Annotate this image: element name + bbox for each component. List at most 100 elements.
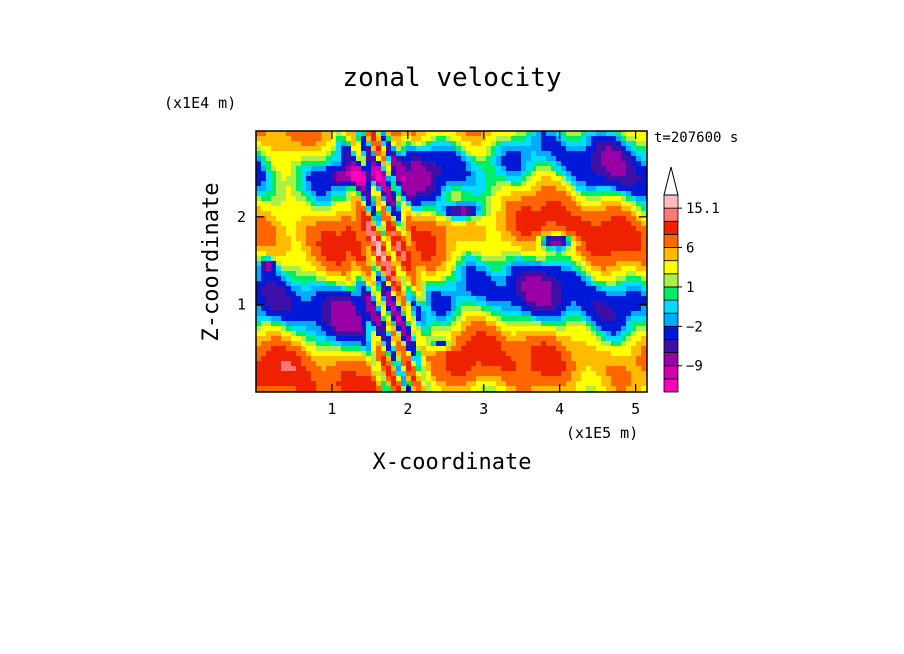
heatmap-cell (596, 151, 602, 157)
heatmap-cell (371, 286, 377, 292)
heatmap-cell (576, 241, 582, 247)
heatmap-cell (361, 316, 367, 322)
heatmap-cell (256, 351, 262, 357)
heatmap-cell (356, 216, 362, 222)
heatmap-cell (296, 386, 302, 392)
heatmap-cell (351, 346, 357, 352)
heatmap-cell (501, 301, 507, 307)
heatmap-cell (496, 311, 502, 317)
heatmap-cell (586, 186, 592, 192)
heatmap-cell (261, 221, 267, 227)
heatmap-cell (326, 136, 332, 142)
heatmap-cell (291, 206, 297, 212)
heatmap-cell (431, 186, 437, 192)
heatmap-cell (341, 251, 347, 257)
heatmap-cell (466, 181, 472, 187)
heatmap-cell (526, 191, 532, 197)
heatmap-cell (446, 221, 452, 227)
heatmap-cell (636, 271, 642, 277)
heatmap-cell (306, 356, 312, 362)
heatmap-cell (561, 161, 567, 167)
heatmap-cell (581, 216, 587, 222)
heatmap-cell (566, 321, 572, 327)
heatmap-cell (396, 256, 402, 262)
heatmap-cell (626, 176, 632, 182)
heatmap-cell (626, 371, 632, 377)
heatmap-cell (341, 366, 347, 372)
x-tick-label: 1 (327, 400, 336, 418)
heatmap-cell (486, 336, 492, 342)
heatmap-cell (546, 346, 552, 352)
heatmap-cell (311, 166, 317, 172)
heatmap-cell (311, 251, 317, 257)
heatmap-cell (336, 376, 342, 382)
heatmap-cell (601, 316, 607, 322)
heatmap-cell (621, 326, 627, 332)
heatmap-cell (321, 171, 327, 177)
heatmap-cell (466, 171, 472, 177)
heatmap-cell (431, 146, 437, 152)
heatmap-cell (531, 331, 537, 337)
heatmap-cell (316, 221, 322, 227)
heatmap-cell (461, 191, 467, 197)
heatmap-cell (546, 381, 552, 387)
heatmap-cell (416, 366, 422, 372)
heatmap-cell (271, 166, 277, 172)
heatmap-cell (436, 246, 442, 252)
heatmap-cell (346, 276, 352, 282)
heatmap-cell (526, 246, 532, 252)
heatmap-cell (401, 231, 407, 237)
heatmap-cell (616, 351, 622, 357)
heatmap-cell (336, 236, 342, 242)
heatmap-cell (381, 371, 387, 377)
heatmap-cell (511, 316, 517, 322)
heatmap-cell (371, 386, 377, 392)
heatmap-cell (381, 311, 387, 317)
heatmap-cell (351, 141, 357, 147)
heatmap-cell (311, 146, 317, 152)
heatmap-cell (356, 366, 362, 372)
heatmap-cell (306, 171, 312, 177)
heatmap-cell (276, 346, 282, 352)
heatmap-cell (306, 376, 312, 382)
heatmap-cell (551, 386, 557, 392)
heatmap-cell (466, 301, 472, 307)
heatmap-cell (491, 176, 497, 182)
heatmap-cell (266, 231, 272, 237)
heatmap-cell (631, 361, 637, 367)
heatmap-cell (471, 381, 477, 387)
heatmap-cell (556, 301, 562, 307)
heatmap-cell (591, 186, 597, 192)
heatmap-cell (591, 371, 597, 377)
heatmap-cell (586, 381, 592, 387)
heatmap-cell (556, 381, 562, 387)
heatmap-cell (641, 226, 647, 232)
heatmap-cell (321, 216, 327, 222)
heatmap-cell (336, 261, 342, 267)
heatmap-cell (316, 361, 322, 367)
heatmap-cell (596, 196, 602, 202)
heatmap-cell (286, 366, 292, 372)
heatmap-cell (381, 261, 387, 267)
heatmap-cell (451, 186, 457, 192)
heatmap-cell (296, 191, 302, 197)
heatmap-cell (456, 196, 462, 202)
heatmap-cell (546, 246, 552, 252)
heatmap-cell (276, 271, 282, 277)
heatmap-cell (351, 216, 357, 222)
heatmap-cell (536, 216, 542, 222)
heatmap-cell (601, 296, 607, 302)
heatmap-cell (531, 306, 537, 312)
heatmap-cell (586, 141, 592, 147)
x-tick-label: 4 (555, 400, 564, 418)
heatmap-cell (331, 291, 337, 297)
heatmap-cell (316, 171, 322, 177)
heatmap-cell (291, 321, 297, 327)
heatmap-cell (311, 131, 317, 137)
heatmap-cell (511, 271, 517, 277)
heatmap-cell (336, 306, 342, 312)
heatmap-cell (381, 286, 387, 292)
heatmap-cell (316, 336, 322, 342)
heatmap-cell (371, 341, 377, 347)
heatmap-cell (501, 196, 507, 202)
